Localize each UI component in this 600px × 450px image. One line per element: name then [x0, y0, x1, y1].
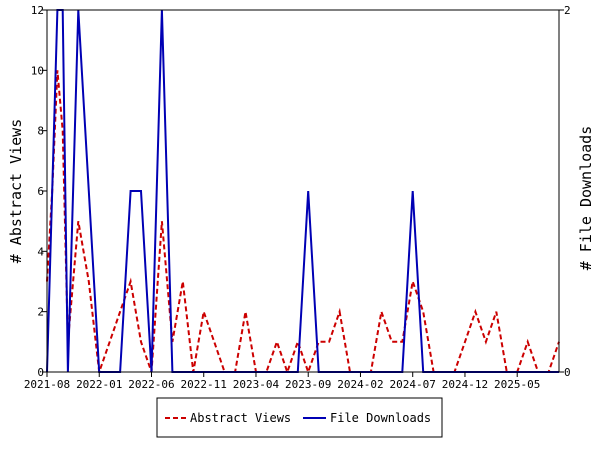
y-left-tick-label: 2: [37, 306, 44, 319]
legend: Abstract Views File Downloads: [156, 397, 443, 438]
y-left-tick-label: 6: [37, 185, 44, 198]
y-left-tick-label: 10: [31, 64, 44, 77]
y-left-tick-label: 12: [31, 4, 44, 17]
x-tick-label: 2025-05: [494, 378, 540, 391]
y-axis-right-title: # File Downloads: [577, 126, 595, 271]
abstract-views-line: [46, 70, 560, 376]
x-tick-label: 2021-08: [24, 378, 70, 391]
x-tick-label: 2022-11: [181, 378, 227, 391]
y-left-tick-label: 0: [37, 366, 44, 379]
x-tick-label: 2022-06: [128, 378, 174, 391]
legend-box: [156, 397, 443, 438]
file-downloads-line: [46, 9, 559, 373]
legend-label-file-downloads: File Downloads: [330, 411, 431, 425]
y-right-tick-label: 2: [564, 4, 571, 17]
y-left-tick-label: 8: [37, 125, 44, 138]
x-tick-label: 2024-07: [390, 378, 436, 391]
x-tick-label: 2024-02: [337, 378, 383, 391]
y-left-tick-label: 4: [37, 245, 44, 258]
y-right-tick-label: 0: [564, 366, 571, 379]
x-tick-label: 2022-01: [76, 378, 122, 391]
series-layer: [46, 9, 560, 376]
x-tick-label: 2023-04: [233, 378, 280, 391]
x-tick-label: 2023-09: [285, 378, 331, 391]
x-tick-label: 2024-12: [442, 378, 488, 391]
y-axis-left-title: # Abstract Views: [7, 119, 25, 264]
tick-layer: 0 2 4 6 8 10 12 0 2 2021-08 2022-01 2022-06 2022-11 2…: [24, 4, 571, 391]
legend-label-abstract-views: Abstract Views: [190, 411, 291, 425]
